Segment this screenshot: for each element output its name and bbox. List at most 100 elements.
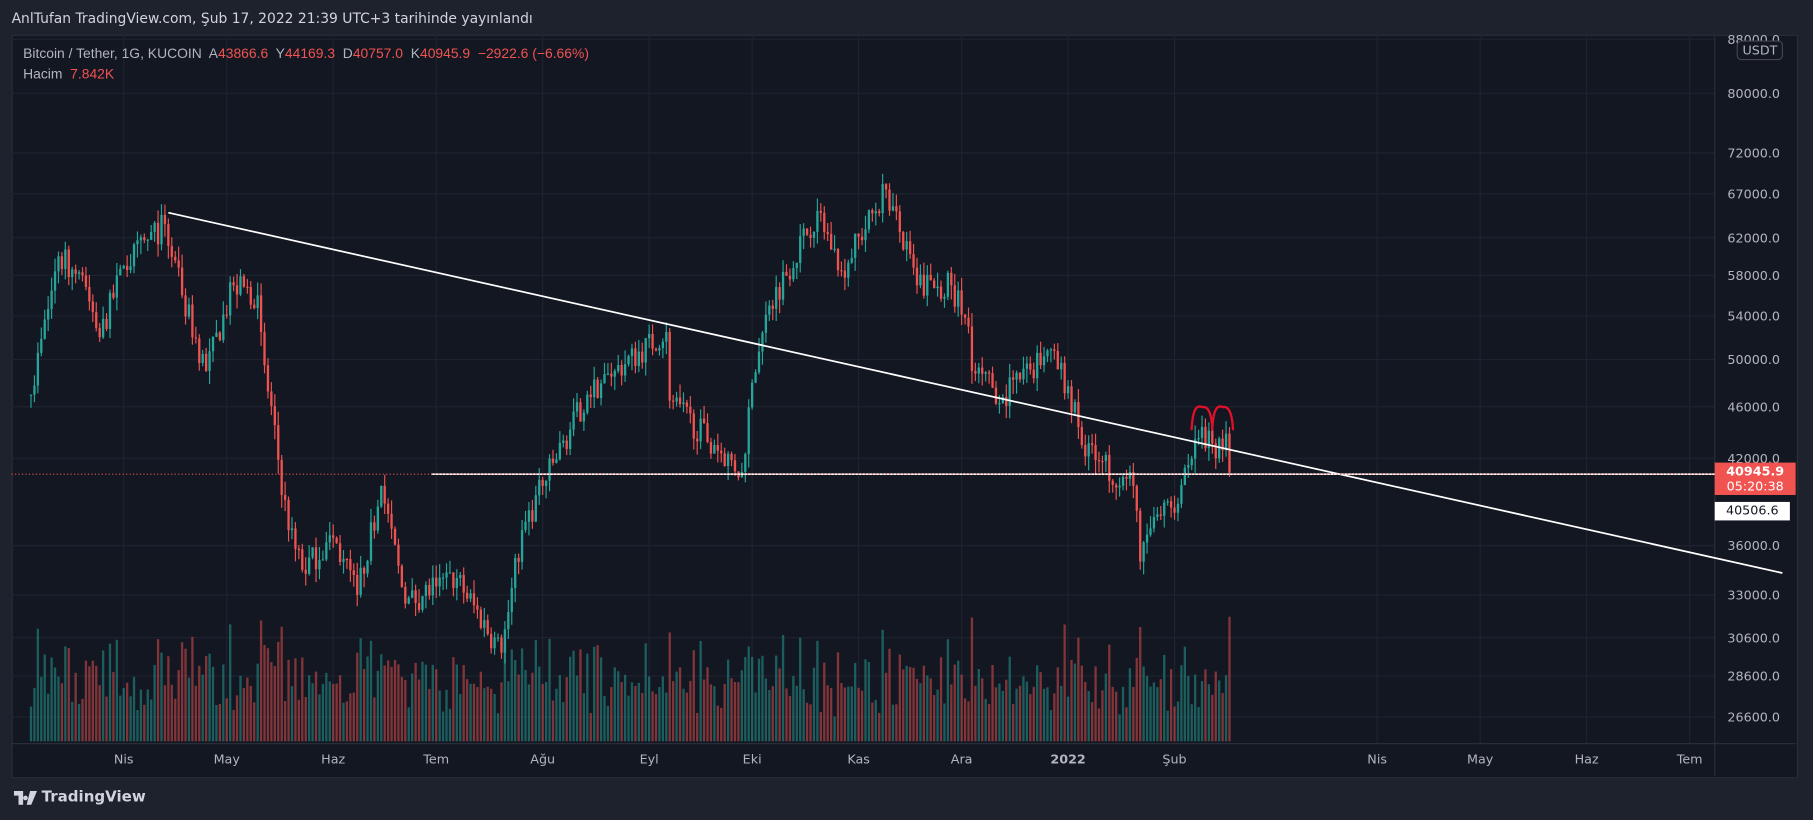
candle-down bbox=[390, 513, 393, 529]
volume-bar bbox=[64, 646, 67, 742]
candle-down bbox=[204, 353, 208, 371]
candle-up bbox=[527, 510, 531, 522]
volume-bar bbox=[301, 657, 304, 742]
candle-down bbox=[908, 241, 912, 255]
last-price: 40945.9 bbox=[1726, 463, 1785, 479]
volume-bar bbox=[472, 683, 476, 742]
volume-bar bbox=[819, 712, 822, 742]
volume-bar bbox=[1135, 657, 1138, 742]
candle-down bbox=[888, 189, 891, 211]
candle-down bbox=[287, 499, 290, 531]
volume-bar bbox=[854, 662, 857, 742]
volume-bar bbox=[397, 664, 400, 742]
volume-bar bbox=[362, 669, 366, 742]
candle-up bbox=[544, 480, 548, 486]
volume-bar bbox=[1169, 669, 1173, 742]
volume-bar bbox=[507, 681, 510, 742]
candle-down bbox=[1221, 438, 1224, 451]
candle-up bbox=[572, 411, 575, 430]
volume-bar bbox=[527, 684, 531, 742]
candle-down bbox=[373, 522, 376, 531]
candle-down bbox=[170, 245, 173, 257]
candle-down bbox=[84, 275, 88, 287]
volume-bar bbox=[60, 683, 64, 742]
candle-down bbox=[689, 406, 692, 414]
volume-bar bbox=[338, 675, 342, 742]
candle-down bbox=[730, 453, 733, 461]
volume-bar bbox=[287, 659, 290, 742]
volume-bar bbox=[1029, 694, 1032, 742]
volume-bar bbox=[455, 664, 458, 742]
volume-bar bbox=[531, 672, 534, 742]
candle-down bbox=[486, 620, 489, 635]
volume-bar bbox=[1104, 673, 1108, 742]
volume-bar bbox=[1066, 696, 1070, 742]
candle-down bbox=[1077, 402, 1080, 428]
candle-up bbox=[816, 210, 819, 232]
candle-up bbox=[514, 557, 517, 588]
candle-up bbox=[57, 256, 60, 272]
volume-bar bbox=[871, 702, 874, 742]
volume-bar bbox=[665, 692, 668, 742]
volume-bar bbox=[534, 640, 537, 742]
volume-bar bbox=[1108, 644, 1111, 742]
volume-bar bbox=[229, 624, 232, 742]
candle-up bbox=[321, 559, 325, 561]
volume-bar bbox=[562, 702, 565, 742]
candle-up bbox=[812, 231, 816, 238]
candle-down bbox=[472, 593, 476, 606]
candle-down bbox=[651, 333, 654, 349]
volume-bar bbox=[572, 650, 575, 742]
candle-up bbox=[229, 282, 232, 316]
candle-up bbox=[1163, 502, 1166, 516]
candle-up bbox=[1145, 534, 1149, 543]
tradingview-logo[interactable]: TradingView bbox=[13, 789, 146, 806]
volume-bar bbox=[647, 676, 651, 742]
volume-bar bbox=[119, 695, 122, 742]
candle-up bbox=[455, 578, 458, 589]
candle-up bbox=[493, 637, 496, 649]
volume-bar bbox=[270, 662, 273, 742]
close-label: K bbox=[410, 45, 420, 62]
candle-down bbox=[960, 290, 963, 315]
candle-up bbox=[946, 272, 950, 297]
currency-button[interactable]: USDT bbox=[1736, 40, 1784, 61]
volume-bar bbox=[129, 696, 132, 742]
volume-bar bbox=[878, 712, 881, 742]
candle-up bbox=[606, 373, 610, 375]
candle-up bbox=[905, 241, 908, 250]
candle-up bbox=[833, 248, 836, 250]
candle-down bbox=[1115, 484, 1118, 488]
volume-bar bbox=[730, 678, 733, 742]
volume-bar bbox=[929, 678, 932, 742]
volume-bar bbox=[733, 682, 737, 742]
candle-down bbox=[270, 391, 273, 407]
candle-down bbox=[143, 237, 146, 240]
volume-bar bbox=[125, 682, 129, 742]
price-tick-label: 26600.0 bbox=[1727, 710, 1780, 725]
candle-down bbox=[981, 367, 984, 374]
volume-bar bbox=[781, 634, 785, 742]
volume-bar bbox=[67, 648, 70, 742]
volume-bar bbox=[71, 701, 74, 742]
volume-bar bbox=[888, 648, 891, 742]
volume-bar bbox=[1211, 694, 1214, 742]
volume-bar bbox=[775, 655, 778, 742]
candle-up bbox=[431, 577, 434, 596]
volume-bar bbox=[122, 687, 125, 742]
volume-bar bbox=[586, 653, 589, 742]
volume-bar bbox=[462, 665, 465, 742]
volume-bar bbox=[143, 704, 146, 742]
double-top-arc bbox=[1211, 405, 1235, 431]
candle-up bbox=[998, 403, 1001, 405]
candle-down bbox=[620, 365, 623, 376]
price-tick-label: 36000.0 bbox=[1727, 538, 1780, 553]
candle-down bbox=[884, 184, 888, 190]
volume-bar bbox=[713, 686, 716, 742]
volume-bar bbox=[153, 665, 156, 742]
volume-bar bbox=[1022, 676, 1025, 742]
symbol-title[interactable]: Bitcoin / Tether, 1G, KUCOIN bbox=[23, 45, 202, 62]
candle-down bbox=[840, 270, 843, 272]
volume-bar bbox=[95, 665, 98, 742]
candle-down bbox=[297, 548, 301, 551]
